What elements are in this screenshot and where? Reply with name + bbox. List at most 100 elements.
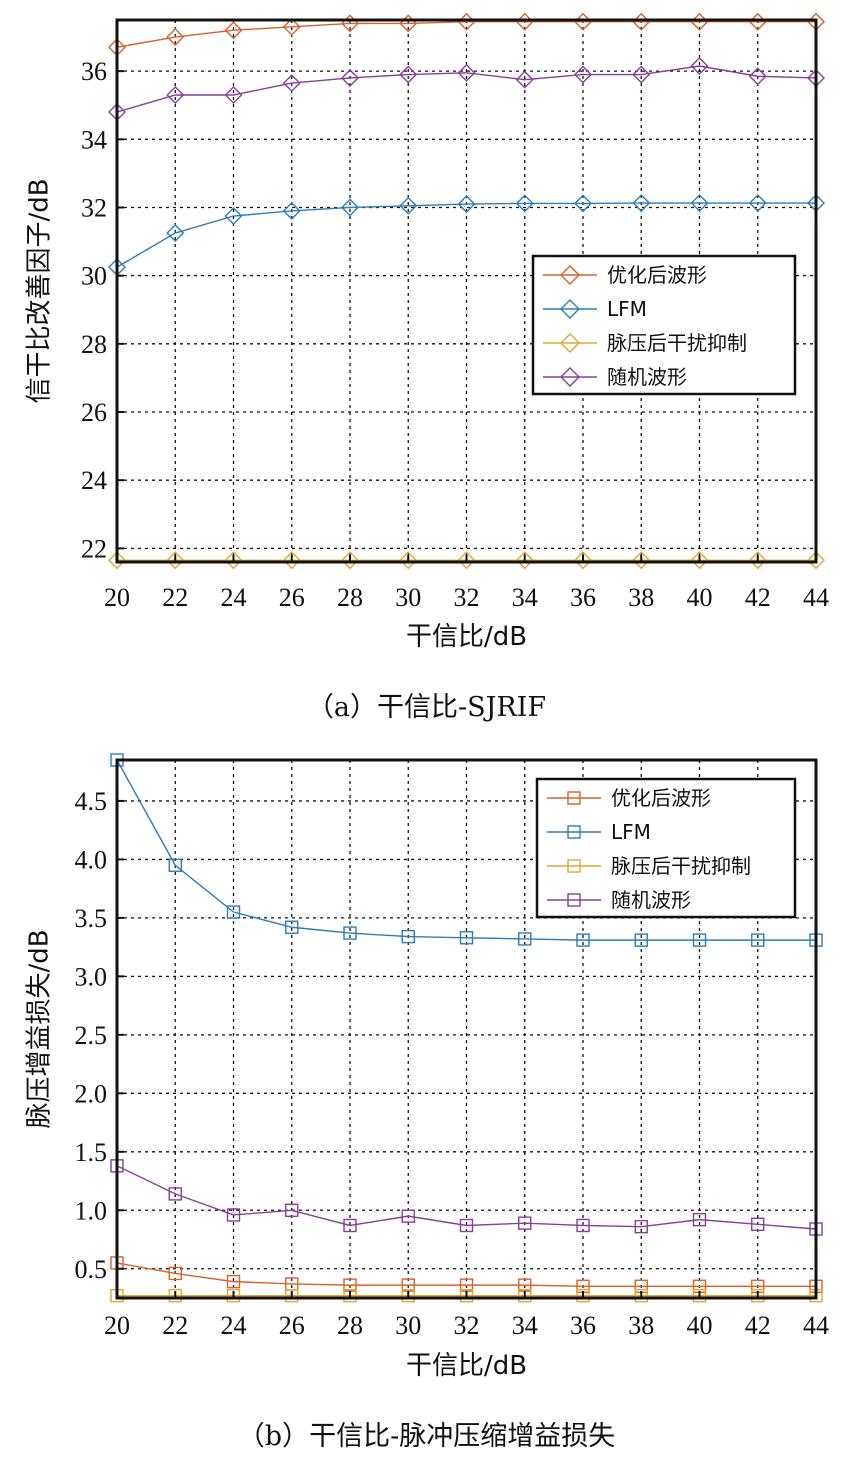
data-point — [518, 932, 532, 946]
data-point — [285, 1203, 299, 1217]
y-tick-label: 2.5 — [75, 1021, 108, 1050]
data-point — [226, 905, 241, 919]
data-point — [282, 17, 301, 36]
legend-label: LFM — [607, 297, 647, 321]
x-tick-label: 20 — [104, 1311, 130, 1340]
y-tick-label: 4.5 — [75, 787, 108, 816]
data-point — [574, 551, 592, 570]
y-tick-label: 28 — [81, 330, 107, 359]
x-tick-label: 44 — [803, 583, 829, 612]
data-point — [576, 933, 590, 947]
y-tick-label: 1.5 — [75, 1138, 108, 1167]
data-point — [576, 1288, 590, 1303]
series-line-0 — [116, 21, 816, 48]
data-point — [748, 194, 767, 213]
y-axis-label: 脉压增益损失/dB — [25, 929, 55, 1128]
data-point — [399, 551, 418, 570]
legend-label: 优化后波形 — [611, 786, 711, 810]
x-tick-label: 42 — [745, 583, 771, 612]
data-point — [576, 1218, 590, 1233]
data-point — [457, 195, 476, 214]
y-tick-label: 4.0 — [75, 845, 108, 874]
series-line-1 — [116, 202, 816, 268]
data-point — [226, 1274, 241, 1289]
data-point — [748, 67, 767, 86]
x-tick-label: 36 — [570, 583, 596, 612]
data-point — [399, 196, 418, 215]
x-tick-label: 26 — [279, 1311, 305, 1340]
legend-marker — [567, 825, 581, 839]
x-tick-label: 44 — [803, 1311, 829, 1340]
x-tick-label: 40 — [687, 1311, 713, 1340]
x-tick-label: 22 — [162, 583, 188, 612]
data-point — [168, 1288, 182, 1303]
y-tick-label: 24 — [81, 466, 107, 495]
y-tick-label: 34 — [81, 125, 107, 154]
legend-marker — [560, 265, 580, 285]
data-point — [632, 551, 651, 570]
y-tick-label: 22 — [81, 534, 107, 563]
data-point — [343, 926, 357, 940]
data-point — [166, 224, 185, 243]
data-point — [224, 21, 243, 40]
data-point — [459, 1288, 474, 1303]
legend-marker — [560, 367, 580, 387]
data-point — [282, 551, 301, 570]
y-tick-label: 30 — [81, 262, 107, 291]
x-tick-label: 28 — [337, 1311, 363, 1340]
data-point — [401, 929, 415, 944]
figure-caption: （a）干信比-SJRIF — [307, 692, 546, 723]
data-point — [692, 933, 707, 947]
data-point — [168, 1266, 182, 1281]
data-point — [282, 74, 301, 93]
data-point — [224, 551, 243, 570]
series-line-1 — [116, 759, 816, 941]
data-point — [690, 194, 709, 213]
data-point — [224, 86, 243, 104]
y-tick-label: 32 — [81, 193, 107, 222]
legend-label: 优化后波形 — [607, 263, 707, 287]
x-axis-label: 干信比/dB — [406, 1351, 527, 1381]
legend-marker — [560, 299, 580, 319]
x-tick-label: 38 — [628, 583, 654, 612]
data-point — [459, 931, 474, 945]
legend-marker — [567, 893, 581, 907]
data-point — [634, 933, 648, 947]
x-tick-label: 42 — [745, 1311, 771, 1340]
data-point — [226, 1208, 241, 1222]
x-tick-label: 38 — [628, 1311, 654, 1340]
data-point — [632, 194, 651, 213]
data-point — [282, 201, 301, 220]
data-point — [166, 551, 185, 570]
data-point — [515, 194, 534, 213]
x-tick-label: 40 — [687, 583, 713, 612]
data-point — [751, 1288, 765, 1303]
data-point — [692, 1212, 707, 1227]
data-point — [285, 1288, 299, 1303]
y-tick-label: 36 — [81, 57, 107, 86]
x-tick-label: 20 — [104, 583, 130, 612]
x-tick-label: 24 — [221, 583, 247, 612]
legend-marker — [567, 859, 581, 873]
data-point — [574, 65, 592, 84]
legend-marker — [567, 791, 581, 805]
data-point — [692, 1288, 707, 1303]
legend-label: 随机波形 — [611, 888, 691, 912]
data-point — [285, 920, 299, 934]
y-axis-label: 信干比改善因子/dB — [25, 178, 55, 403]
data-point — [515, 551, 534, 570]
data-point — [459, 1218, 474, 1233]
legend-box — [531, 254, 797, 396]
legend-label: 脉压后干扰抑制 — [611, 854, 751, 878]
data-point — [343, 1218, 357, 1233]
series-line-0 — [116, 1262, 816, 1288]
data-point — [634, 1288, 648, 1303]
series-line-3 — [116, 65, 817, 113]
legend-label: 脉压后干扰抑制 — [607, 331, 747, 355]
data-point — [515, 70, 534, 89]
x-tick-label: 36 — [570, 1311, 596, 1340]
data-point — [341, 198, 359, 217]
